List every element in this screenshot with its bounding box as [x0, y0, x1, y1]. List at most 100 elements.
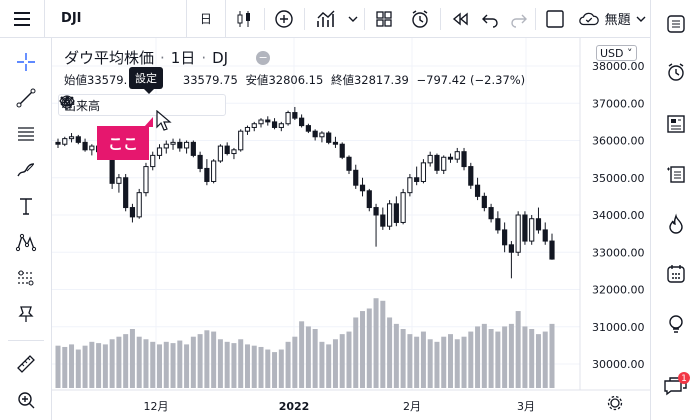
volume-bars: [55, 298, 555, 388]
layout-name: 無題: [604, 13, 631, 28]
candle: [265, 116, 271, 126]
candle: [488, 203, 494, 223]
text-tool-icon[interactable]: [0, 188, 52, 224]
volume-bar: [272, 352, 278, 388]
candle: [136, 188, 142, 219]
news-icon[interactable]: [651, 104, 700, 144]
symbol-search-button[interactable]: DJI: [45, 0, 187, 38]
candle: [75, 134, 81, 145]
volume-bar: [150, 341, 156, 388]
volume-bar: [420, 331, 426, 388]
pin-icon[interactable]: [0, 296, 52, 332]
volume-bar: [89, 341, 95, 388]
candle: [204, 159, 210, 186]
candle: [55, 138, 61, 148]
candle: [238, 129, 244, 152]
undo-icon[interactable]: [476, 0, 504, 38]
volume-bar: [502, 326, 508, 388]
volume-bar: [109, 339, 115, 388]
interval-button[interactable]: 日: [187, 0, 227, 38]
ruler-icon[interactable]: [0, 346, 52, 382]
volume-bar: [414, 336, 420, 388]
chart-pane[interactable]: 38000.00 37000.00 36000.00 35000.00 34000.00…: [52, 38, 650, 420]
top-toolbar: DJI 日 無題: [0, 0, 650, 38]
trend-line-icon[interactable]: [0, 80, 52, 116]
add-indicator-icon[interactable]: [267, 0, 303, 38]
chevron-down-icon[interactable]: [345, 0, 362, 38]
layout-grid-icon[interactable]: [367, 0, 403, 38]
candle: [211, 159, 217, 184]
volume-bar: [129, 329, 135, 388]
volume-bar: [292, 336, 298, 388]
candle: [251, 121, 257, 132]
volume-bar: [278, 349, 284, 388]
candle: [89, 144, 95, 156]
candle: [414, 166, 420, 186]
hotlist-icon[interactable]: [651, 204, 700, 244]
cloud-icon: [578, 12, 599, 25]
data-window-icon[interactable]: [651, 154, 700, 194]
x-axis-label: 12月: [144, 400, 169, 413]
cloud-save-button[interactable]: 無題: [573, 0, 650, 38]
fullscreen-icon[interactable]: [538, 0, 574, 38]
candle: [231, 147, 237, 160]
ideas-icon[interactable]: [651, 304, 700, 344]
brush-icon[interactable]: [0, 152, 52, 188]
low-label: 安値: [245, 73, 269, 87]
axes: 38000.00 37000.00 36000.00 35000.00 34000.00…: [52, 38, 650, 413]
volume-bar: [62, 346, 68, 388]
redo-icon[interactable]: [505, 0, 533, 38]
candle: [447, 153, 454, 163]
indicators-icon[interactable]: [307, 0, 344, 38]
volume-bar: [197, 334, 203, 388]
volume-bar: [102, 344, 108, 388]
candles: [55, 106, 555, 279]
volume-bar: [82, 345, 88, 388]
fib-retracement-icon[interactable]: [0, 116, 52, 152]
menu-icon[interactable]: [0, 0, 46, 38]
volume-bar: [251, 345, 257, 388]
candle: [454, 147, 460, 163]
candles-icon[interactable]: [226, 0, 262, 38]
replay-icon[interactable]: [443, 0, 477, 38]
forecast-icon[interactable]: [0, 260, 52, 296]
candle: [427, 151, 433, 167]
chat-icon[interactable]: 1: [651, 366, 700, 406]
zoom-in-icon[interactable]: [0, 382, 52, 418]
volume-bar: [326, 344, 332, 388]
volume-bar: [488, 329, 494, 388]
candle: [535, 207, 542, 234]
collapse-legend-button[interactable]: −: [256, 50, 271, 65]
open-label: 始値: [64, 73, 87, 87]
volume-bar: [116, 336, 122, 388]
candle: [197, 151, 203, 173]
currency-selector[interactable]: USD ˅: [596, 45, 637, 61]
crosshair-icon[interactable]: [0, 44, 52, 80]
more-icon[interactable]: [60, 95, 212, 115]
watchlist-icon[interactable]: [651, 4, 700, 44]
alerts-icon[interactable]: [651, 52, 700, 92]
volume-bar: [204, 330, 210, 388]
volume-bar: [387, 317, 393, 388]
svg-text:1: 1: [681, 374, 687, 384]
candle: [522, 211, 528, 245]
alarm-icon[interactable]: [402, 0, 438, 38]
volume-bar: [549, 323, 555, 388]
pattern-icon[interactable]: [0, 224, 52, 260]
candle: [129, 203, 136, 223]
x-axis-label: 3月: [517, 400, 535, 413]
volume-bar: [522, 326, 528, 388]
price-chart[interactable]: 38000.00 37000.00 36000.00 35000.00 34000.00…: [52, 38, 650, 420]
chart-grid: [52, 38, 580, 390]
calendar-icon[interactable]: [651, 254, 700, 294]
candle: [116, 174, 122, 193]
candle: [156, 144, 163, 160]
drawing-toolbar: [0, 38, 52, 420]
volume-bar: [427, 339, 433, 388]
candle: [217, 144, 224, 163]
candle: [224, 142, 230, 156]
volume-bar: [285, 341, 291, 388]
eye-icon[interactable]: [59, 95, 134, 115]
chart-settings-icon[interactable]: [607, 395, 623, 411]
candle: [258, 118, 264, 128]
